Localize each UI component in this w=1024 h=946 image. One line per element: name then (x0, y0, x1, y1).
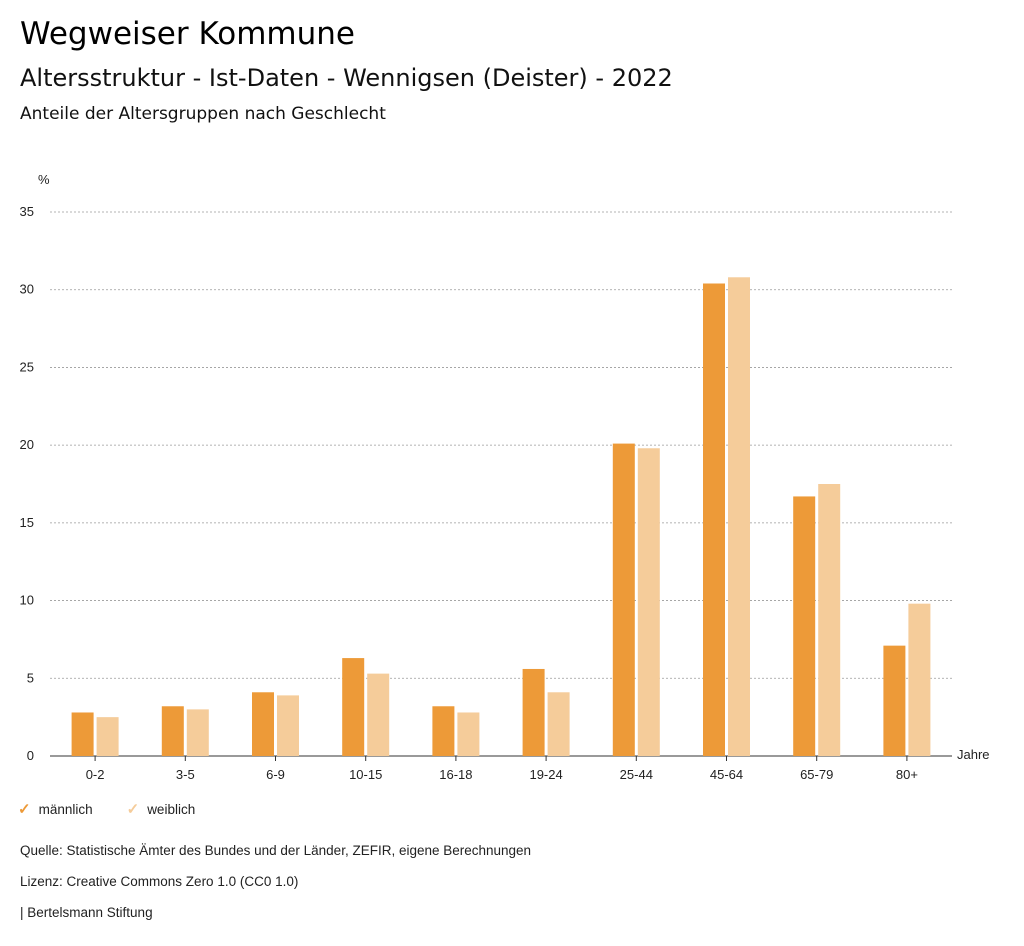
x-tick-label: 45-64 (710, 767, 743, 782)
bar-female[interactable]: weiblich 10-15: 5.3 (367, 673, 390, 756)
bar-male[interactable]: männlich 3-5: 3.2 (161, 706, 184, 756)
legend-item-female[interactable]: ✓ weiblich (127, 802, 196, 817)
bar-male[interactable]: männlich 65-79: 16.7 (793, 496, 816, 756)
y-axis-label: % (38, 172, 50, 187)
y-axis: 0 5 10 15 20 25 30 35 (20, 204, 34, 763)
x-tick-label: 16-18 (439, 767, 472, 782)
bar-male[interactable]: männlich 80+: 7.1 (883, 645, 906, 756)
bar-male[interactable]: männlich 16-18: 3.2 (432, 706, 455, 756)
x-tick-label: 10-15 (349, 767, 382, 782)
legend-item-male[interactable]: ✓ männlich (18, 802, 93, 817)
y-tick-label: 15 (20, 515, 34, 530)
x-tick-label: 3-5 (176, 767, 195, 782)
bars: männlich 0-2: 2.8weiblich 0-2: 2.5 männli… (71, 277, 931, 756)
y-tick-label: 0 (27, 748, 34, 763)
x-tick-label: 6-9 (266, 767, 285, 782)
check-icon: ✓ (18, 801, 31, 818)
y-tick-label: 30 (20, 282, 34, 297)
legend: ✓ männlich ✓ weiblich (18, 802, 195, 817)
legend-label-male: männlich (38, 802, 93, 817)
gridlines (50, 211, 952, 757)
x-tick-label: 25-44 (620, 767, 653, 782)
chart-subtitle: Anteile der Altersgruppen nach Geschlech… (20, 104, 386, 124)
x-axis: 0-2 3-5 6-9 10-15 16-18 19-24 25-44 45-64 65-79 8… (86, 756, 918, 782)
y-tick-label: 5 (27, 670, 34, 685)
bar-male[interactable]: männlich 0-2: 2.8 (71, 712, 94, 756)
bar-female[interactable]: weiblich 45-64: 30.8 (728, 277, 750, 756)
bar-female[interactable]: weiblich 25-44: 19.8 (637, 448, 660, 756)
bar-female[interactable]: weiblich 19-24: 4.1 (547, 692, 570, 756)
brand-note: | Bertelsmann Stiftung (20, 905, 153, 920)
source-note: Quelle: Statistische Ämter des Bundes un… (20, 843, 532, 858)
bar-male[interactable]: männlich 19-24: 5.6 (522, 668, 545, 756)
legend-label-female: weiblich (147, 802, 196, 817)
bar-male[interactable]: männlich 10-15: 6.3 (342, 658, 365, 756)
bar-female[interactable]: weiblich 3-5: 3 (186, 709, 209, 756)
bar-female[interactable]: weiblich 6-9: 3.9 (277, 695, 299, 756)
bar-female[interactable]: weiblich 65-79: 17.5 (818, 484, 841, 756)
y-tick-label: 20 (20, 437, 34, 452)
bar-female[interactable]: weiblich 0-2: 2.5 (96, 717, 119, 756)
bar-male[interactable]: männlich 45-64: 30.4 (703, 283, 725, 756)
bar-female[interactable]: weiblich 80+: 9.8 (908, 603, 931, 756)
x-tick-label: 19-24 (529, 767, 562, 782)
page-title: Wegweiser Kommune (20, 16, 355, 52)
page-subtitle: Altersstruktur - Ist-Daten - Wennigsen (… (20, 64, 673, 92)
license-note: Lizenz: Creative Commons Zero 1.0 (CC0 1… (20, 874, 299, 889)
x-tick-label: 80+ (896, 767, 918, 782)
x-tick-label: 0-2 (86, 767, 105, 782)
x-axis-label: Jahre (957, 747, 990, 762)
bar-male[interactable]: männlich 25-44: 20.1 (612, 443, 635, 756)
y-tick-label: 10 (20, 593, 34, 608)
check-icon: ✓ (126, 801, 140, 818)
bar-male[interactable]: männlich 6-9: 4.1 (252, 692, 274, 756)
y-tick-label: 35 (20, 204, 34, 219)
bar-female[interactable]: weiblich 16-18: 2.8 (457, 712, 480, 756)
x-tick-label: 65-79 (800, 767, 833, 782)
y-tick-label: 25 (20, 359, 34, 374)
